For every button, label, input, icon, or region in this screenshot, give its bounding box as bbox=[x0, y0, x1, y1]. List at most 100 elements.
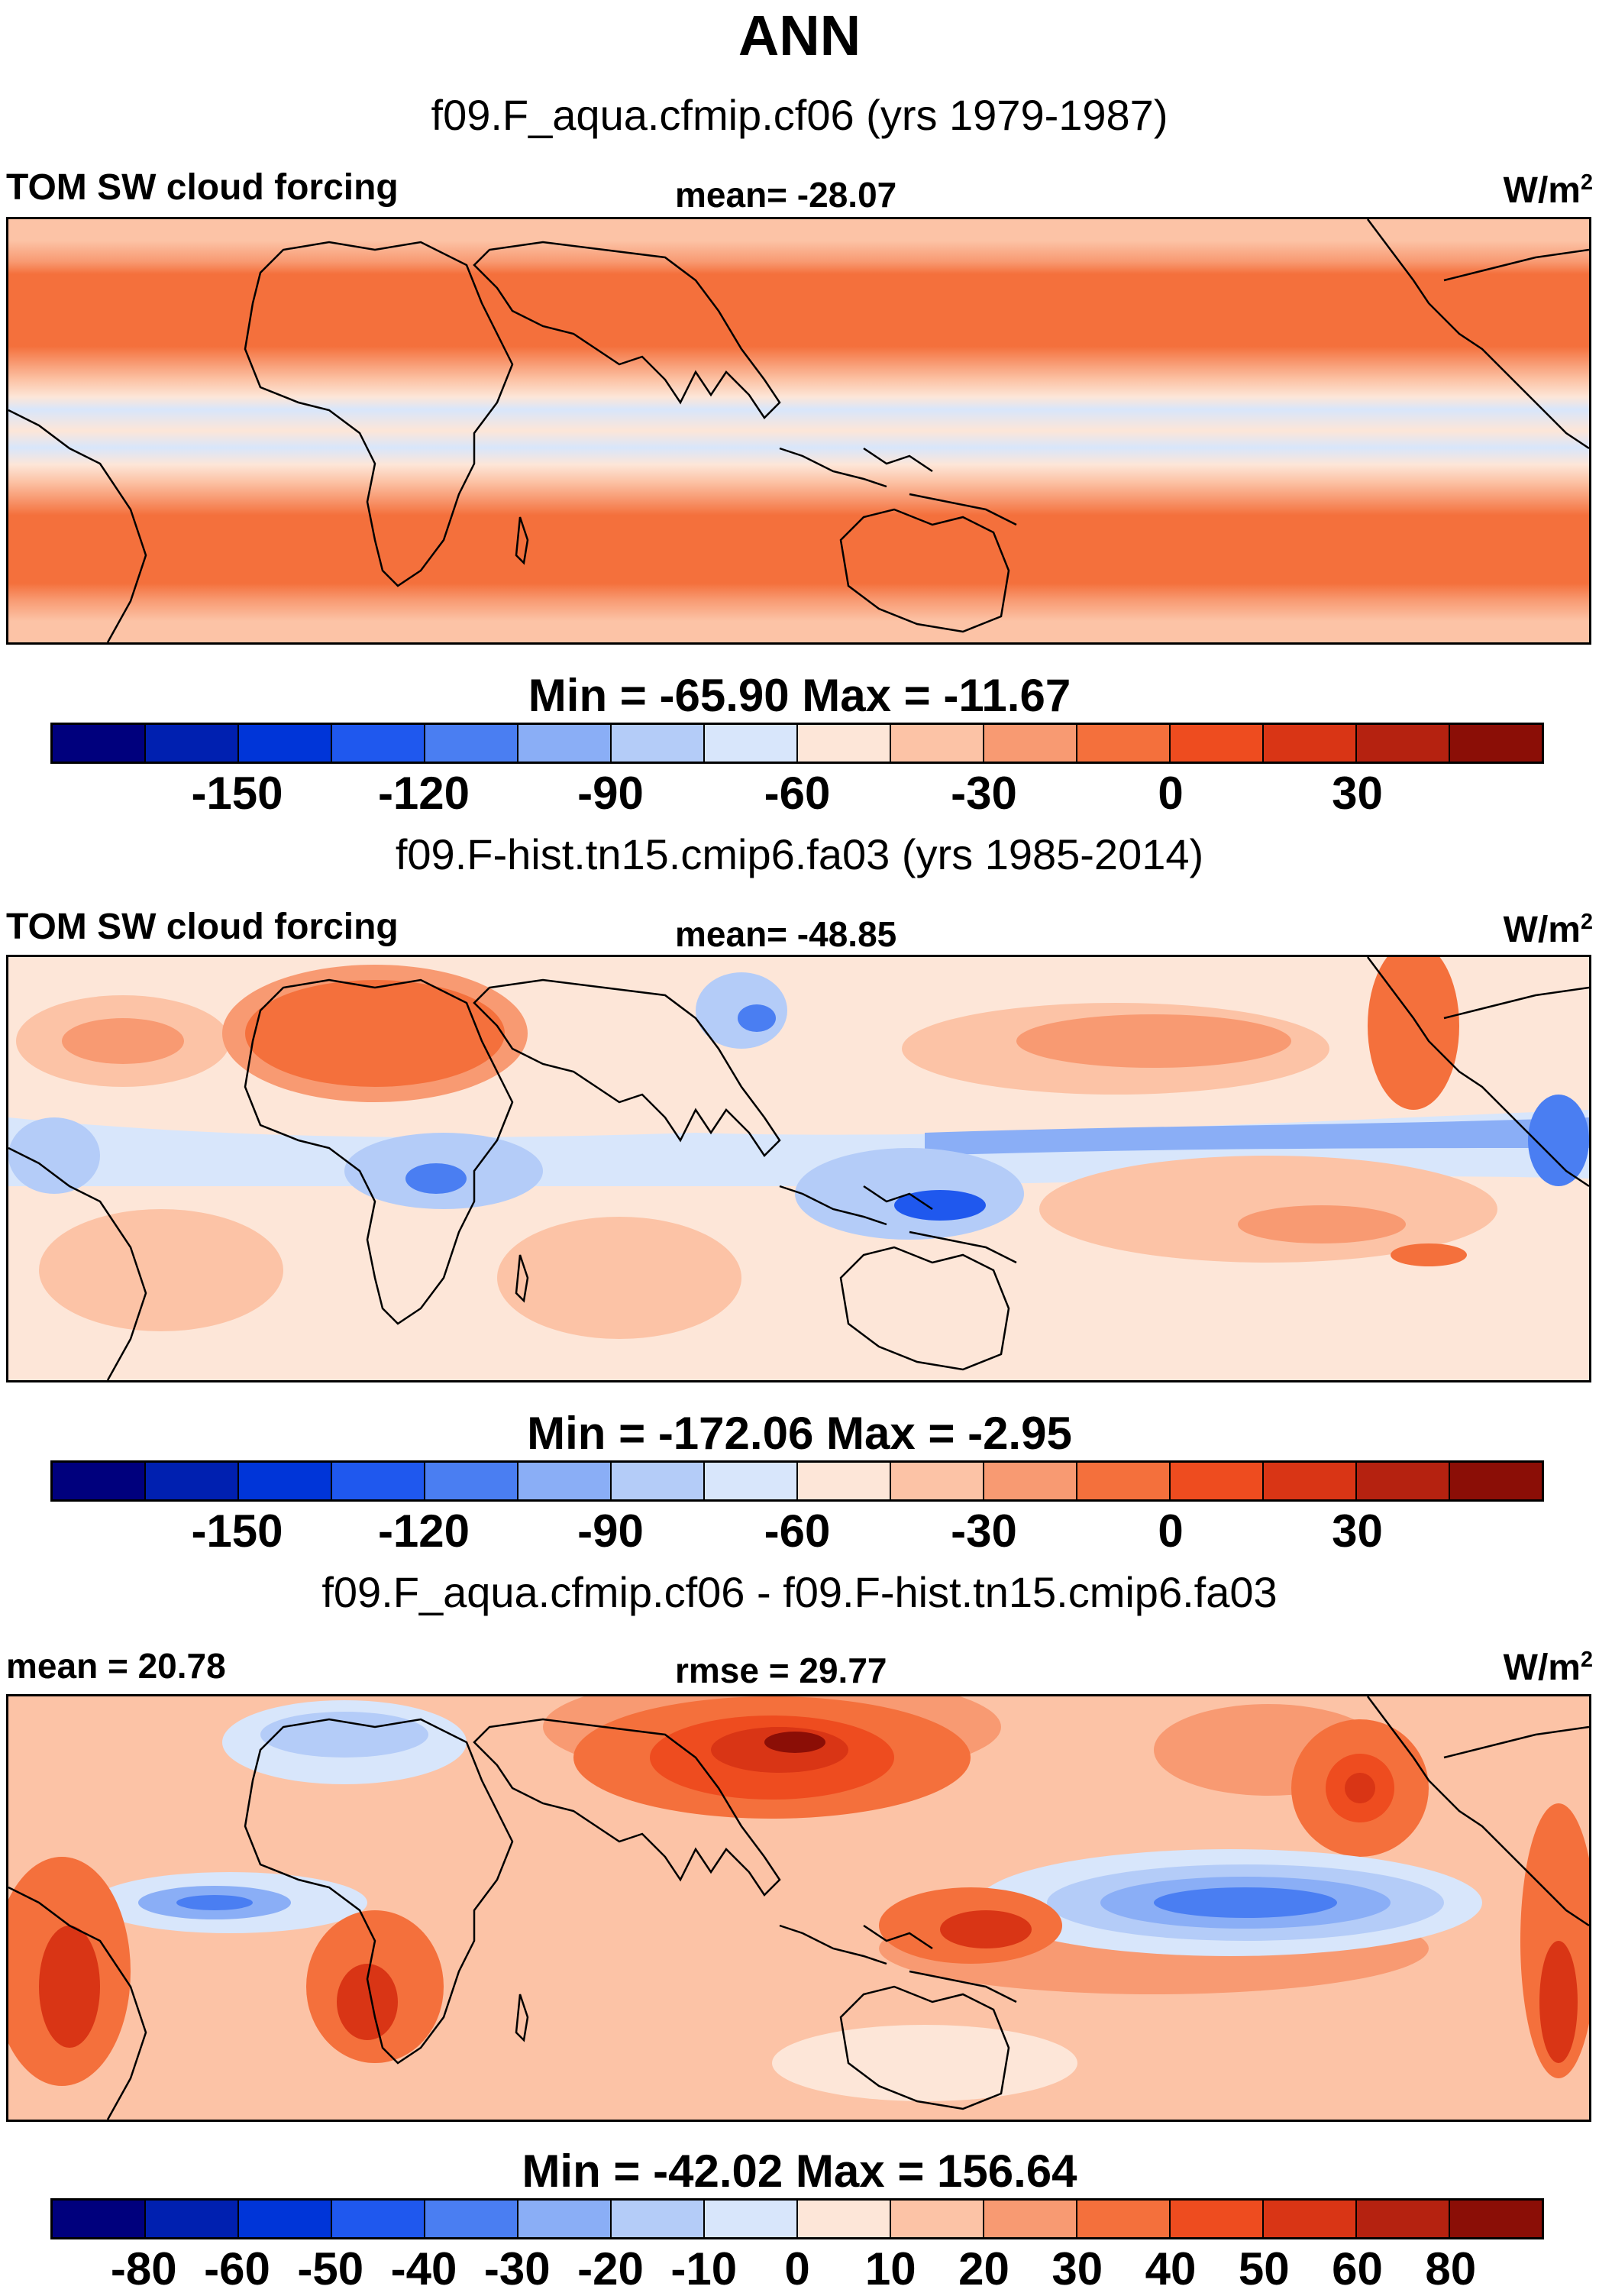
colorbar-segment bbox=[332, 2201, 425, 2237]
colorbar-segment bbox=[1171, 2201, 1264, 2237]
colorbar-segment bbox=[984, 725, 1077, 762]
panel-3-minmax: Min = -42.02 Max = 156.64 bbox=[522, 2146, 1077, 2197]
colorbar-tick: 60 bbox=[1332, 2243, 1383, 2294]
colorbar-segment bbox=[1450, 2201, 1542, 2237]
colorbar-segment bbox=[891, 1463, 984, 1499]
colorbar-segment bbox=[146, 725, 239, 762]
panel-3-colorbar-ticks: -80 -60 -50 -40 -30 -20 -10 0 10 20 30 4… bbox=[50, 2243, 1544, 2296]
colorbar-tick: 40 bbox=[1145, 2243, 1197, 2294]
colorbar-tick: -120 bbox=[377, 768, 470, 819]
colorbar-segment bbox=[1357, 2201, 1450, 2237]
colorbar-tick: 0 bbox=[784, 2243, 810, 2294]
colorbar-tick: -30 bbox=[951, 768, 1017, 819]
panel-3-units-label: W/m2 bbox=[1503, 1648, 1593, 1688]
colorbar-segment bbox=[239, 1463, 332, 1499]
colorbar-segment bbox=[53, 2201, 146, 2237]
panel-1-contour-field bbox=[8, 219, 1589, 642]
colorbar-segment bbox=[1357, 1463, 1450, 1499]
colorbar-segment bbox=[984, 1463, 1077, 1499]
panel-2-case-title: f09.F-hist.tn15.cmip6.fa03 (yrs 1985-201… bbox=[395, 830, 1204, 878]
panel-1-case-title: f09.F_aqua.cfmip.cf06 (yrs 1979-1987) bbox=[431, 91, 1168, 139]
colorbar-segment bbox=[1077, 1463, 1171, 1499]
colorbar-tick: 0 bbox=[1158, 768, 1184, 819]
panel-2-units-label: W/m2 bbox=[1503, 910, 1593, 950]
colorbar-segment bbox=[705, 725, 798, 762]
colorbar-segment bbox=[1264, 1463, 1357, 1499]
colorbar-tick: 30 bbox=[1332, 768, 1383, 819]
colorbar-tick: -80 bbox=[110, 2243, 177, 2294]
panel-2-minmax: Min = -172.06 Max = -2.95 bbox=[527, 1408, 1072, 1459]
colorbar-segment bbox=[239, 2201, 332, 2237]
colorbar-tick: -150 bbox=[191, 768, 283, 819]
colorbar-segment bbox=[798, 725, 891, 762]
colorbar-segment bbox=[53, 1463, 146, 1499]
colorbar-tick: 30 bbox=[1051, 2243, 1103, 2294]
colorbar-segment bbox=[518, 2201, 612, 2237]
panel-3-contour-field bbox=[8, 1696, 1589, 2120]
colorbar-segment bbox=[53, 725, 146, 762]
colorbar-tick: -50 bbox=[297, 2243, 364, 2294]
panel-2-colorbar-ticks: -150 -120 -90 -60 -30 0 30 bbox=[50, 1505, 1544, 1558]
panel-2-variable-label: TOM SW cloud forcing bbox=[6, 907, 399, 947]
panel-3-mean-label: mean = 20.78 bbox=[6, 1646, 226, 1686]
panel-3-map bbox=[6, 1694, 1591, 2122]
panel-3-colorbar bbox=[50, 2198, 1544, 2239]
colorbar-segment bbox=[612, 2201, 705, 2237]
colorbar-segment bbox=[705, 2201, 798, 2237]
colorbar-segment bbox=[798, 1463, 891, 1499]
panel-2-mean-label: mean= -48.85 bbox=[675, 914, 897, 954]
colorbar-segment bbox=[612, 725, 705, 762]
colorbar-tick: -60 bbox=[764, 1505, 831, 1557]
colorbar-tick: -90 bbox=[577, 1505, 644, 1557]
panel-3-case-title: f09.F_aqua.cfmip.cf06 - f09.F-hist.tn15.… bbox=[321, 1568, 1278, 1616]
panel-1-minmax: Min = -65.90 Max = -11.67 bbox=[528, 670, 1071, 721]
colorbar-segment bbox=[891, 725, 984, 762]
colorbar-tick: -60 bbox=[204, 2243, 270, 2294]
colorbar-segment bbox=[1450, 1463, 1542, 1499]
colorbar-tick: 20 bbox=[958, 2243, 1009, 2294]
colorbar-segment bbox=[518, 725, 612, 762]
colorbar-segment bbox=[1450, 725, 1542, 762]
colorbar-segment bbox=[705, 1463, 798, 1499]
main-title: ANN bbox=[738, 4, 861, 67]
colorbar-tick: -40 bbox=[390, 2243, 457, 2294]
colorbar-segment bbox=[332, 725, 425, 762]
panel-1-map bbox=[6, 217, 1591, 645]
colorbar-segment bbox=[332, 1463, 425, 1499]
colorbar-segment bbox=[146, 1463, 239, 1499]
colorbar-tick: -10 bbox=[670, 2243, 738, 2294]
colorbar-segment bbox=[425, 2201, 518, 2237]
panel-3-rmse-label: rmse = 29.77 bbox=[675, 1651, 887, 1690]
colorbar-segment bbox=[1264, 2201, 1357, 2237]
colorbar-segment bbox=[518, 1463, 612, 1499]
colorbar-tick: 30 bbox=[1332, 1505, 1383, 1557]
colorbar-tick: -20 bbox=[577, 2243, 644, 2294]
panel-2-colorbar bbox=[50, 1460, 1544, 1502]
colorbar-segment bbox=[984, 2201, 1077, 2237]
colorbar-segment bbox=[1171, 1463, 1264, 1499]
colorbar-tick: -120 bbox=[377, 1505, 470, 1557]
panel-1-variable-label: TOM SW cloud forcing bbox=[6, 167, 399, 208]
colorbar-segment bbox=[1077, 2201, 1171, 2237]
colorbar-tick: -60 bbox=[764, 768, 831, 819]
colorbar-tick: -30 bbox=[951, 1505, 1017, 1557]
panel-1-mean-label: mean= -28.07 bbox=[675, 175, 897, 215]
colorbar-segment bbox=[239, 725, 332, 762]
colorbar-segment bbox=[1077, 725, 1171, 762]
colorbar-tick: 50 bbox=[1238, 2243, 1290, 2294]
panel-2-contour-field bbox=[8, 957, 1589, 1380]
colorbar-tick: 0 bbox=[1158, 1505, 1184, 1557]
colorbar-segment bbox=[612, 1463, 705, 1499]
colorbar-segment bbox=[1171, 725, 1264, 762]
colorbar-tick: -90 bbox=[577, 768, 644, 819]
colorbar-tick: 10 bbox=[864, 2243, 916, 2294]
colorbar-tick: -30 bbox=[483, 2243, 551, 2294]
colorbar-segment bbox=[1357, 725, 1450, 762]
colorbar-segment bbox=[425, 725, 518, 762]
colorbar-segment bbox=[798, 2201, 891, 2237]
colorbar-segment bbox=[425, 1463, 518, 1499]
panel-1-colorbar-ticks: -150 -120 -90 -60 -30 0 30 bbox=[50, 767, 1544, 820]
panel-1-colorbar bbox=[50, 723, 1544, 764]
colorbar-segment bbox=[891, 2201, 984, 2237]
colorbar-segment bbox=[1264, 725, 1357, 762]
